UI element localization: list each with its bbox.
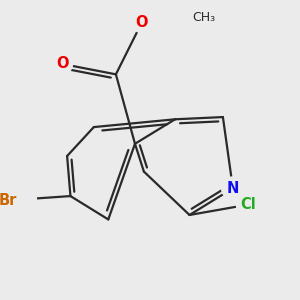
Circle shape <box>0 186 23 215</box>
Text: Br: Br <box>0 193 17 208</box>
Circle shape <box>131 12 152 33</box>
Circle shape <box>176 7 198 29</box>
Circle shape <box>222 177 244 200</box>
Text: Cl: Cl <box>241 197 256 212</box>
Text: CH₃: CH₃ <box>192 11 215 24</box>
Text: N: N <box>227 181 239 196</box>
Circle shape <box>236 192 261 217</box>
Circle shape <box>52 53 73 74</box>
Text: O: O <box>136 15 148 30</box>
Text: O: O <box>56 56 68 71</box>
